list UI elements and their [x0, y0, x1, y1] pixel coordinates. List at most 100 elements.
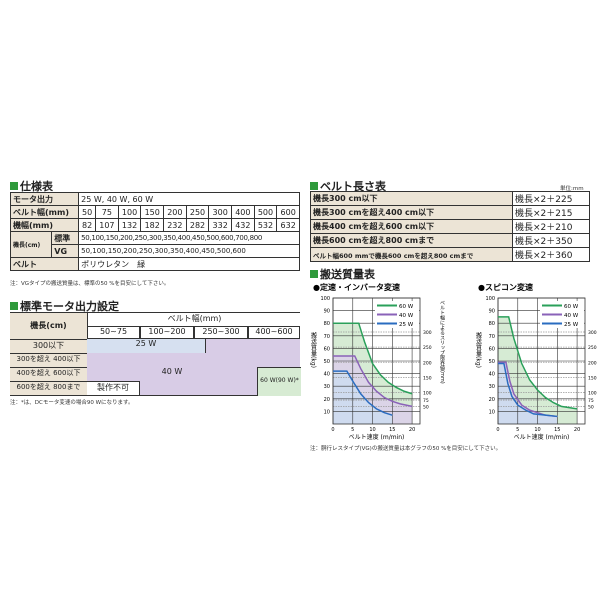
label-belt: ベルト	[9, 257, 80, 271]
formula: 機長×2＋215	[512, 205, 590, 220]
y-tick-label: 10	[489, 409, 495, 415]
legend-label: 60 W	[564, 304, 579, 310]
condition: 機長300 cm以下	[310, 191, 513, 206]
spec-cell: 107	[95, 218, 119, 232]
vg-value: 50,100,150,200,250,300,350,400,450,500,6…	[78, 244, 300, 258]
series-area	[333, 371, 393, 424]
motor-col-header: 250~300	[194, 326, 248, 339]
motor-note: 注：*は、DCモータ変速の場合90 Wになります。	[10, 400, 134, 406]
y-tick-label: 80	[489, 321, 495, 327]
spec-cell: 532	[253, 218, 278, 232]
condition: 機長300 cmを超え400 cm以下	[310, 205, 513, 220]
condition: ベルト幅600 mmで機長600 cmを超え800 cmまで	[310, 247, 513, 262]
x-tick-label: 0	[331, 427, 334, 433]
y-tick-label: 60	[324, 346, 330, 352]
y2-tick-label: 300	[588, 330, 597, 336]
spec-note: 注：VGタイプの搬送質量は、標準の50 %を目安にして下さい。	[10, 281, 170, 287]
impossible-cell: 製作不可	[87, 381, 140, 395]
x-tick-label: 5	[351, 427, 354, 433]
motor-width-header: ベルト幅(mm)	[87, 313, 301, 326]
condition: 機長400 cmを超え600 cm以下	[310, 219, 513, 234]
spec-cell: 50	[78, 205, 97, 219]
square-bullet-icon	[310, 270, 318, 278]
y-tick-label: 100	[320, 296, 330, 302]
belt-length-row: 機長400 cmを超え600 cm以下 機長×2＋210	[310, 219, 590, 234]
spec-cell: 332	[208, 218, 232, 232]
x-tick-label: 20	[574, 427, 580, 433]
spec-cell: 600	[276, 205, 300, 219]
motor-row-label: 600を超え 800まで	[10, 381, 87, 395]
series-line	[333, 322, 413, 395]
spec-cell: 150	[140, 205, 165, 219]
x-tick-label: 10	[369, 427, 375, 433]
belt-length-title: ベルト長さ表	[310, 178, 386, 194]
w40-cell: 40 W	[161, 367, 183, 376]
y2-tick-label: 200	[423, 360, 432, 366]
motor-col-header: 400~600	[248, 326, 300, 339]
motor-row-label: 400を超え 600以下	[10, 367, 87, 381]
y2-tick-label: 250	[423, 345, 432, 351]
motor-row-label: 300を超え 400以下	[10, 353, 87, 367]
belt-length-row: 機長600 cmを超え800 cmまで 機長×2＋350	[310, 233, 590, 248]
label-machine-width: 機幅(mm)	[9, 218, 80, 232]
y2-tick-label: 50	[423, 404, 429, 410]
y-tick-label: 20	[324, 397, 330, 403]
x-tick-label: 5	[516, 427, 519, 433]
y2-tick-label: 100	[423, 391, 432, 397]
series-area	[498, 363, 558, 424]
y-tick-label: 40	[324, 372, 330, 378]
belt-length-table: 機長300 cm以下 機長×2＋225 機長300 cmを超え400 cm以下 機長×…	[310, 191, 590, 262]
x-tick-label: 20	[409, 427, 415, 433]
belt-length-row: ベルト幅600 mmで機長600 cmを超え800 cmまで 機長×2＋360	[310, 247, 590, 262]
chart-title: ●定速・インバータ変速	[313, 282, 400, 292]
plot-frame	[497, 297, 586, 425]
legend-label: 60 W	[399, 304, 414, 310]
spec-table: モータ出力 25 W, 40 W, 60 W ベルト幅(mm) 50 75 100 150…	[9, 192, 300, 271]
transport-note: 注：胴行レスタイプ(VG)の搬送質量は本グラフの50 %を目安にして下さい。	[310, 446, 502, 452]
unit-label: 単位:mm	[560, 186, 584, 192]
spec-cell: 75	[95, 205, 119, 219]
spec-cell: 300	[208, 205, 232, 219]
chart-title: ●スピコン変速	[478, 282, 533, 292]
y2-tick-label: 50	[588, 404, 594, 410]
y-axis-label: 搬送質量(kg)	[475, 331, 482, 368]
y2-axis-label: ベルト幅によるスリップ限界値(mm)	[439, 300, 445, 384]
spec-cell: 232	[163, 218, 187, 232]
y-tick-label: 30	[489, 384, 495, 390]
y-tick-label: 90	[324, 309, 330, 315]
legend-label: 25 W	[564, 322, 579, 328]
y2-tick-label: 150	[423, 375, 432, 381]
formula: 機長×2＋225	[512, 191, 590, 206]
y-tick-label: 70	[489, 334, 495, 340]
x-tick-label: 15	[389, 427, 395, 433]
spec-cell: 500	[253, 205, 278, 219]
spec-cell: 132	[117, 218, 142, 232]
square-bullet-icon	[10, 182, 18, 190]
y-tick-label: 80	[324, 321, 330, 327]
spec-cell: 182	[140, 218, 165, 232]
motor-title: 標準モータ出力設定	[10, 298, 119, 314]
belt-value: ポリウレタン 緑	[78, 257, 300, 271]
y2-tick-label: 150	[588, 375, 597, 381]
y2-tick-label: 200	[588, 360, 597, 366]
y-tick-label: 20	[489, 397, 495, 403]
motor-length-header: 機長(cm)	[10, 313, 87, 339]
plot-frame	[332, 297, 421, 425]
formula: 機長×2＋360	[512, 247, 590, 262]
belt-length-row: 機長300 cm以下 機長×2＋225	[310, 191, 590, 206]
x-tick-label: 0	[496, 427, 499, 433]
y-tick-label: 50	[489, 359, 495, 365]
motor-col-header: 50~75	[87, 326, 140, 339]
y-axis-label: 搬送質量(kg)	[310, 331, 317, 368]
motor-value: 25 W, 40 W, 60 W	[78, 192, 300, 206]
spec-cell: 82	[78, 218, 97, 232]
x-axis-label: ベルト速度 (m/min)	[514, 433, 570, 441]
label-belt-width: ベルト幅(mm)	[9, 205, 80, 219]
motor-table: 機長(cm) ベルト幅(mm) 50~75 100~200 250~300 40…	[10, 312, 301, 396]
x-tick-label: 15	[554, 427, 560, 433]
y2-tick-label: 250	[588, 345, 597, 351]
w25-cell: 25 W	[87, 339, 206, 353]
condition: 機長600 cmを超え800 cmまで	[310, 233, 513, 248]
square-bullet-icon	[10, 302, 18, 310]
y-tick-label: 50	[324, 359, 330, 365]
